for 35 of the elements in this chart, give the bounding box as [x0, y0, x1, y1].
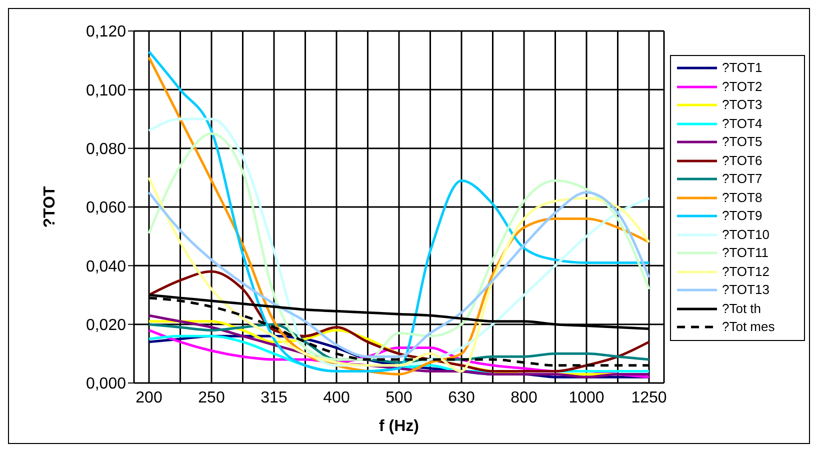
- x-tick-label: 1250: [631, 389, 667, 406]
- x-tick-label: 800: [510, 389, 538, 406]
- legend-label: ?TOT9: [722, 207, 762, 225]
- legend-label: ?TOT7: [722, 170, 762, 188]
- legend-label: ?TOT5: [722, 133, 762, 151]
- x-tick-label: 200: [136, 389, 162, 406]
- legend-label: ?Tot th: [722, 300, 762, 318]
- y-tick-label: 0,000: [86, 376, 126, 393]
- x-tick-label: 315: [260, 389, 288, 406]
- y-axis-title: ?TOT: [42, 186, 59, 228]
- x-tick-label: 500: [386, 389, 412, 406]
- legend-label: ?TOT13: [722, 281, 770, 299]
- y-tick-label: 0,020: [86, 317, 126, 334]
- y-tick-label: 0,100: [86, 82, 126, 100]
- legend-label: ?TOT8: [722, 188, 762, 206]
- legend-label: ?TOT12: [722, 262, 770, 280]
- y-tick-label: 0,060: [86, 200, 126, 217]
- legend-label: ?TOT4: [722, 114, 762, 132]
- y-tick-label: 0,040: [86, 258, 126, 276]
- legend-label: ?TOT10: [722, 226, 770, 244]
- x-axis-title: f (Hz): [379, 418, 419, 435]
- legend-label: ?TOT1: [722, 59, 762, 77]
- x-tick-label: 1000: [568, 389, 604, 406]
- x-tick-label: 630: [448, 389, 475, 406]
- legend-label: ?TOT11: [722, 244, 768, 262]
- legend-label: ?Tot mes: [722, 318, 775, 336]
- x-tick-label: 250: [198, 389, 225, 406]
- legend-label: ?TOT6: [722, 152, 762, 170]
- legend-label: ?TOT3: [722, 96, 762, 114]
- line-series: [148, 176, 650, 373]
- line-series: [148, 191, 650, 358]
- y-tick-label: 0,080: [86, 141, 126, 158]
- legend-label: ?TOT2: [722, 78, 762, 96]
- y-tick-label: 0,120: [86, 24, 126, 41]
- x-tick-label: 400: [323, 389, 350, 406]
